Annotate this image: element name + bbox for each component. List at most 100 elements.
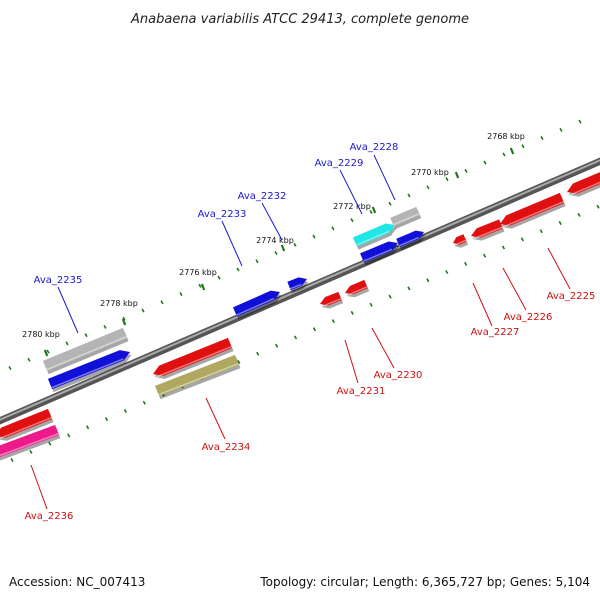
feature-ava-2233 xyxy=(232,290,282,320)
major-tick xyxy=(43,349,49,357)
tick-dot xyxy=(142,400,146,405)
leader-line xyxy=(373,154,396,201)
major-tick xyxy=(121,318,127,326)
tick-dot xyxy=(123,408,128,413)
feature-ava-2228-a xyxy=(360,241,400,266)
tick-dot xyxy=(388,201,392,206)
feature-ava-2227 xyxy=(453,234,469,248)
tick-dot xyxy=(482,253,487,258)
gene-features xyxy=(0,172,600,461)
tick-dot xyxy=(426,278,430,283)
forward-gene-label[interactable]: Ava_2229 xyxy=(315,158,364,169)
tick-label: 2776 kbp xyxy=(179,268,217,277)
tick-dot xyxy=(596,204,600,209)
tick-dot xyxy=(578,119,582,124)
forward-gene-label[interactable]: Ava_2232 xyxy=(238,191,287,202)
reverse-gene-labels: Ava_2225 Ava_2226 Ava_2227 Ava_2230 Ava_2231… xyxy=(25,291,596,522)
tick-dot-rows xyxy=(8,119,600,462)
reverse-gene-label[interactable]: Ava_2226 xyxy=(504,312,553,323)
feature-ava-2230 xyxy=(345,279,370,298)
tick-dot xyxy=(483,160,487,165)
tick-dot xyxy=(122,316,126,321)
reverse-gene-label[interactable]: Ava_2231 xyxy=(337,386,386,397)
forward-gene-label[interactable]: Ava_2228 xyxy=(350,142,399,153)
tick-dot xyxy=(8,366,12,370)
gene-leader-lines xyxy=(30,154,571,510)
reverse-gene-label[interactable]: Ava_2234 xyxy=(202,442,251,453)
feature-ava-2235 xyxy=(47,350,132,393)
forward-gene-labels: Ava_2228 Ava_2229 Ava_2232 Ava_2233 Ava_2235 xyxy=(34,142,399,286)
tick-dot xyxy=(67,433,71,438)
forward-gene-label[interactable]: Ava_2235 xyxy=(34,275,83,286)
forward-gene-label[interactable]: Ava_2233 xyxy=(198,209,247,220)
tick-dot xyxy=(407,193,411,198)
tick-dot xyxy=(502,152,506,157)
tick-dot xyxy=(445,270,449,275)
feature-ava-2228-b xyxy=(396,230,426,251)
leader-line xyxy=(221,220,243,267)
tick-dot xyxy=(350,310,354,315)
reverse-gene-label[interactable]: Ava_2227 xyxy=(471,327,520,338)
tick-dot xyxy=(65,341,69,346)
tick-dot xyxy=(331,226,335,231)
tick-dot xyxy=(46,349,50,354)
tick-dot xyxy=(312,234,316,239)
leader-line xyxy=(472,282,493,327)
tick-dot xyxy=(179,292,183,297)
tick-labels: 2768 kbp 2770 kbp 2772 kbp 2774 kbp 2776 kbp… xyxy=(22,132,525,339)
tick-dot xyxy=(104,417,109,422)
tick-dot xyxy=(331,319,335,324)
accession-text: Accession: NC_007413 xyxy=(9,575,145,589)
feature-ava-2232 xyxy=(287,277,309,294)
major-tick xyxy=(509,147,515,155)
tick-dot xyxy=(464,261,468,266)
leader-line xyxy=(547,247,571,290)
tick-dot xyxy=(426,185,430,190)
tick-dot xyxy=(577,212,581,217)
tick-label: 2774 kbp xyxy=(256,236,294,245)
feature-ava-2236 xyxy=(0,424,61,461)
feature-olive xyxy=(155,354,241,400)
reverse-gene-label[interactable]: Ava_2230 xyxy=(374,370,423,381)
leader-line xyxy=(57,286,79,334)
tick-dot xyxy=(539,229,543,234)
tick-dot xyxy=(236,267,240,272)
tick-dot xyxy=(217,275,221,280)
tick-dot xyxy=(521,144,525,149)
feature-ava-2229 xyxy=(353,223,397,250)
tick-dot xyxy=(293,335,298,340)
tick-label: 2768 kbp xyxy=(487,132,525,141)
tick-dot xyxy=(445,177,449,182)
leader-line xyxy=(344,339,359,384)
genome-backbone xyxy=(0,157,600,425)
tick-dot xyxy=(520,237,524,242)
tick-dot xyxy=(86,425,90,430)
tick-dot xyxy=(27,357,31,362)
tick-dot xyxy=(48,441,52,446)
leader-line xyxy=(30,464,48,510)
tick-dot xyxy=(274,251,278,256)
reverse-gene-label[interactable]: Ava_2225 xyxy=(547,291,596,302)
leader-line xyxy=(502,267,527,311)
feature-ava-2231 xyxy=(320,291,344,309)
leader-line xyxy=(371,327,395,369)
tick-dot xyxy=(388,294,392,299)
tick-dot xyxy=(29,449,33,454)
tick-dot xyxy=(256,351,260,356)
major-tick xyxy=(454,171,460,179)
tick-dot xyxy=(501,245,506,250)
tick-marks xyxy=(43,147,515,357)
leader-line xyxy=(205,397,226,440)
reverse-gene-label[interactable]: Ava_2236 xyxy=(25,511,74,522)
tick-dot xyxy=(198,283,202,288)
tick-label: 2772 kbp xyxy=(333,202,371,211)
tick-dot xyxy=(237,359,241,364)
leader-line xyxy=(261,202,283,241)
major-tick xyxy=(280,244,286,252)
tick-dot xyxy=(464,168,468,173)
tick-dot xyxy=(369,302,373,307)
tick-dot xyxy=(558,221,562,226)
tick-dot xyxy=(103,324,107,329)
tick-dot xyxy=(559,127,563,132)
